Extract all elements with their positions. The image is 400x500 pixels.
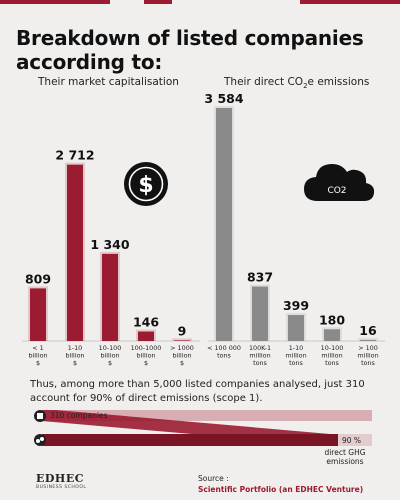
market-cap-tick-label-0-0: < 1	[32, 344, 43, 352]
emissions-tick-label-1-1: million	[249, 352, 270, 360]
emissions-tick-label-2-2: tons	[289, 359, 303, 367]
emissions-label-2: emissions	[326, 457, 363, 466]
market-cap-bar-2	[102, 253, 118, 341]
market-cap-value-label-1: 2 712	[55, 148, 94, 163]
emissions-tick-label-3-0: 10-100	[321, 344, 344, 352]
market-cap-tick-label-2-2: $	[108, 359, 112, 367]
emissions-tick-label-4-0: > 100	[358, 344, 378, 352]
market-cap-bar-3	[138, 331, 154, 341]
market-cap-value-label-2: 1 340	[90, 237, 129, 252]
market-cap-bar-1	[67, 164, 83, 341]
emissions-bar-1	[252, 286, 268, 341]
market-cap-tick-label-3-0: 100-1000	[131, 344, 162, 352]
market-cap-tick-label-4-0: > 1000	[170, 344, 194, 352]
emissions-tick-label-2-1: million	[285, 352, 306, 360]
page-title: Breakdown of listed companies according …	[16, 26, 364, 74]
market-cap-tick-label-2-1: billion	[100, 352, 119, 360]
companies-label: 310 companies	[50, 411, 108, 420]
emissions-bar-glow-4	[358, 337, 378, 341]
market-cap-value-label-0: 809	[25, 271, 51, 286]
market-cap-tick-label-0-2: $	[36, 359, 40, 367]
market-cap-tick-label-1-2: $	[73, 359, 77, 367]
top-accent-bar-center	[144, 0, 172, 4]
edhec-logo: EDHEC	[36, 472, 84, 485]
co2-icon-text: CO2	[327, 186, 346, 196]
market-cap-tick-label-4-2: $	[180, 359, 184, 367]
emissions-tick-label-3-1: million	[321, 352, 342, 360]
market-cap-bar-4	[174, 340, 190, 341]
market-cap-tick-label-3-2: $	[144, 359, 148, 367]
concentration-flow: 310 companies 90 % direct GHG emissions	[34, 410, 372, 466]
top-accent-bar-left	[0, 0, 110, 4]
svg-text:$: $	[138, 173, 153, 198]
summary-text: Thus, among more than 5,000 listed compa…	[30, 379, 365, 404]
source-label: Source :	[198, 474, 229, 483]
market-cap-tick-label-1-1: billion	[65, 352, 84, 360]
companies-band	[42, 410, 372, 421]
emissions-tick-label-0-1: tons	[217, 352, 231, 360]
emissions-bar-3	[324, 329, 340, 341]
emissions-tick-label-4-1: million	[357, 352, 378, 360]
right-chart-subtitle: Their direct CO2e emissions	[224, 76, 370, 91]
emissions-value-label-1: 837	[247, 270, 273, 285]
emissions-bar-0	[216, 108, 232, 341]
emissions-value-label-4: 16	[359, 323, 377, 338]
emissions-tick-label-2-0: 1-10	[289, 344, 304, 352]
emissions-value-label-0: 3 584	[204, 91, 243, 106]
edhec-logo-sub: BUSINESS SCHOOL	[36, 485, 87, 490]
market-cap-tick-label-3-1: billion	[136, 352, 155, 360]
market-cap-tick-label-2-0: 10-100	[99, 344, 122, 352]
emissions-pct: 90 %	[342, 436, 361, 445]
emissions-tick-label-1-0: 100K-1	[249, 344, 271, 352]
dollar-coin-icon: $	[124, 162, 168, 206]
market-cap-value-label-4: 9	[178, 323, 187, 338]
emissions-bar-2	[288, 315, 304, 341]
top-accent-bar-right	[300, 0, 400, 4]
market-cap-bar-0	[30, 288, 46, 341]
market-cap-value-label-3: 146	[133, 315, 159, 330]
emissions-tick-label-3-2: tons	[325, 359, 339, 367]
emissions-tick-label-1-2: tons	[253, 359, 267, 367]
source-value: Scientific Portfolio (an EDHEC Venture)	[198, 485, 364, 494]
emissions-value-label-2: 399	[283, 298, 309, 313]
market-cap-tick-label-4-1: billion	[172, 352, 191, 360]
emissions-tick-label-4-2: tons	[361, 359, 375, 367]
emissions-label-1: direct GHG	[324, 448, 365, 457]
emissions-band	[42, 434, 338, 446]
co2-cloud-icon: CO2	[304, 164, 375, 201]
emissions-value-label-3: 180	[319, 312, 345, 327]
emissions-tick-label-0-0: < 100 000	[207, 344, 241, 352]
emissions-bar-4	[360, 339, 376, 341]
market-cap-bar-glow-4	[172, 338, 192, 341]
left-chart-subtitle: Their market capitalisation	[38, 76, 179, 88]
market-cap-tick-label-1-0: 1-10	[68, 344, 83, 352]
smoke-cloud-icon	[34, 434, 46, 446]
market-cap-tick-label-0-1: billion	[28, 352, 47, 360]
emissions-bars: 3 584< 100 000tons837100K-1milliontons39…	[204, 91, 378, 367]
